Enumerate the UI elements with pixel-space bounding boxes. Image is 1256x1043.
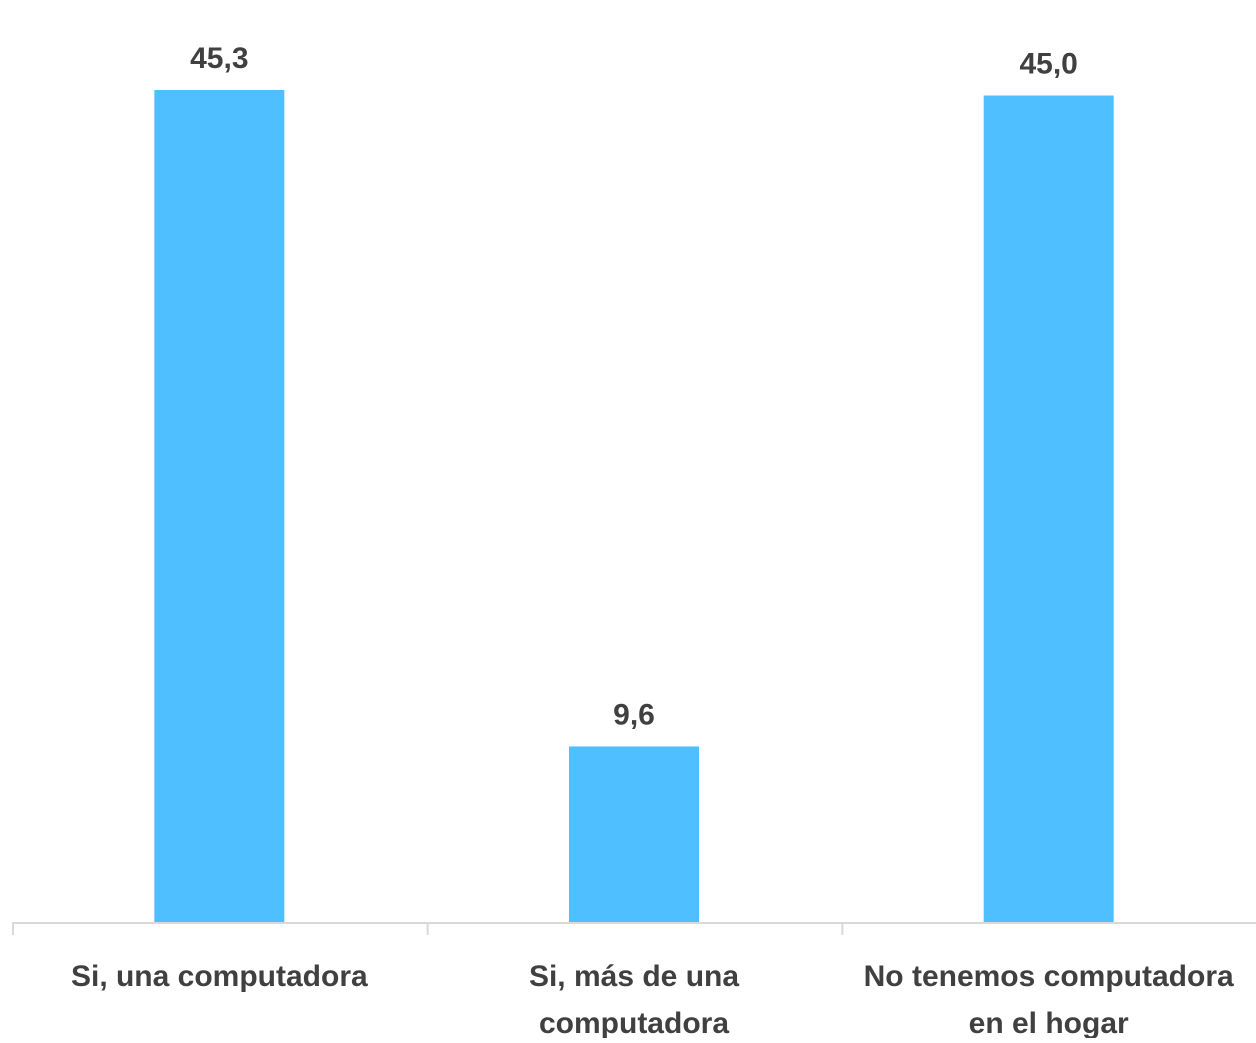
- category-labels: Si, una computadora Si, más de una computa…: [71, 960, 1234, 1040]
- bars-layer: [154, 90, 1114, 924]
- x-axis: [12, 922, 1256, 935]
- category-label: No tenemos computadora: [864, 960, 1234, 993]
- data-label: 45,0: [1019, 48, 1077, 81]
- bar: [983, 95, 1114, 924]
- bar: [154, 90, 285, 923]
- bar: [569, 746, 699, 923]
- data-label: 9,6: [613, 698, 655, 731]
- category-label: Si, más de una: [529, 960, 739, 993]
- category-label: Si, una computadora: [71, 960, 368, 993]
- category-label: en el hogar: [969, 1007, 1129, 1038]
- category-label: computadora: [539, 1007, 729, 1038]
- data-label: 45,3: [190, 42, 248, 75]
- data-labels: 45,3 9,6 45,0: [190, 42, 1078, 731]
